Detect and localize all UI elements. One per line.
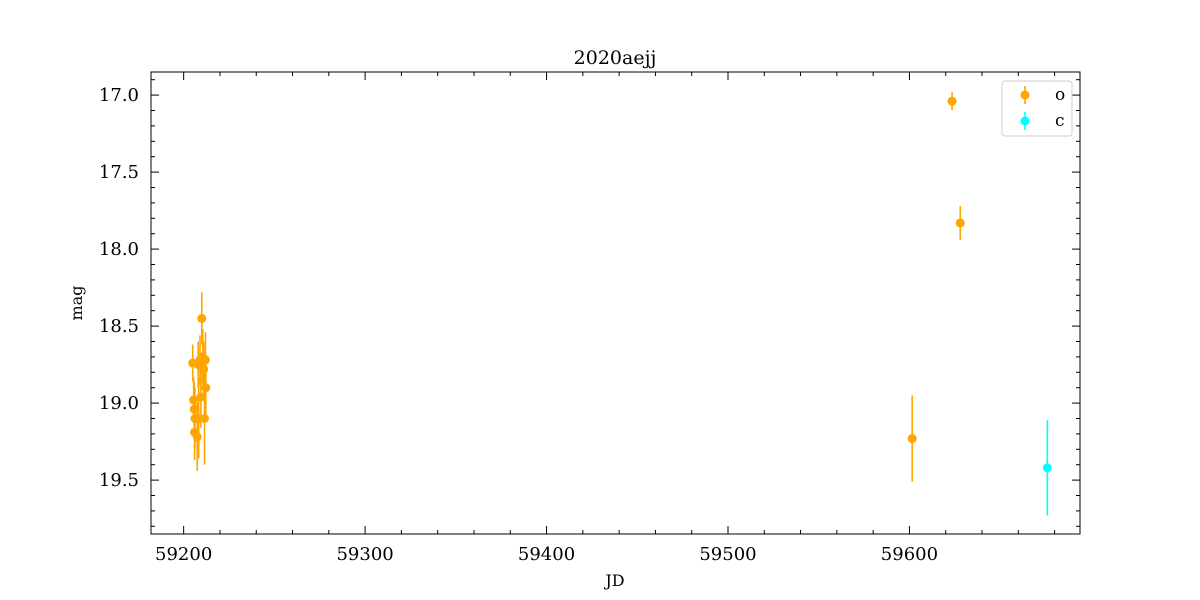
- data-point: [197, 313, 207, 323]
- legend-label: c: [1055, 111, 1065, 131]
- data-point: [947, 96, 957, 106]
- data-point: [199, 364, 209, 374]
- legend-item-o: o: [1020, 85, 1065, 105]
- series-o: [188, 92, 965, 482]
- data-point: [200, 414, 210, 423]
- data-point: [907, 434, 917, 444]
- y-tick-label: 18.0: [99, 239, 139, 260]
- minor-ticks: [151, 72, 1080, 534]
- legend-label: o: [1055, 85, 1065, 105]
- x-tick-label: 59200: [155, 544, 212, 565]
- legend-items: oc: [1020, 85, 1065, 131]
- x-axis-label: JD: [603, 571, 624, 590]
- legend-box: [1001, 80, 1073, 137]
- x-tick-label: 59500: [699, 544, 756, 565]
- y-tick-label: 17.0: [99, 85, 139, 106]
- y-axis-label: mag: [67, 286, 86, 321]
- x-tick-label: 59600: [881, 544, 938, 565]
- x-tick-label: 59400: [518, 544, 575, 565]
- legend: oc: [1001, 80, 1073, 137]
- data-point: [955, 218, 965, 228]
- major-ticks: [151, 72, 1080, 534]
- plot-frame: [150, 71, 1081, 535]
- data-point: [192, 432, 202, 442]
- data-point: [1042, 463, 1052, 473]
- y-tick-label: 18.5: [99, 316, 139, 337]
- series-c: [1042, 420, 1052, 516]
- data-points: [188, 92, 1052, 516]
- legend-marker: [1020, 90, 1030, 100]
- y-tick-label: 19.0: [99, 393, 139, 414]
- y-tick-label: 19.5: [99, 470, 139, 491]
- data-point: [201, 383, 211, 393]
- legend-marker: [1020, 116, 1030, 126]
- chart-title: 2020aejj: [574, 47, 657, 69]
- x-tick-label: 59300: [336, 544, 393, 565]
- legend-item-c: c: [1020, 111, 1065, 131]
- tick-labels: 59200 59300 59400 59500 59600 17.0 17.5 18.0 18.…: [99, 85, 938, 565]
- y-tick-label: 17.5: [99, 162, 139, 183]
